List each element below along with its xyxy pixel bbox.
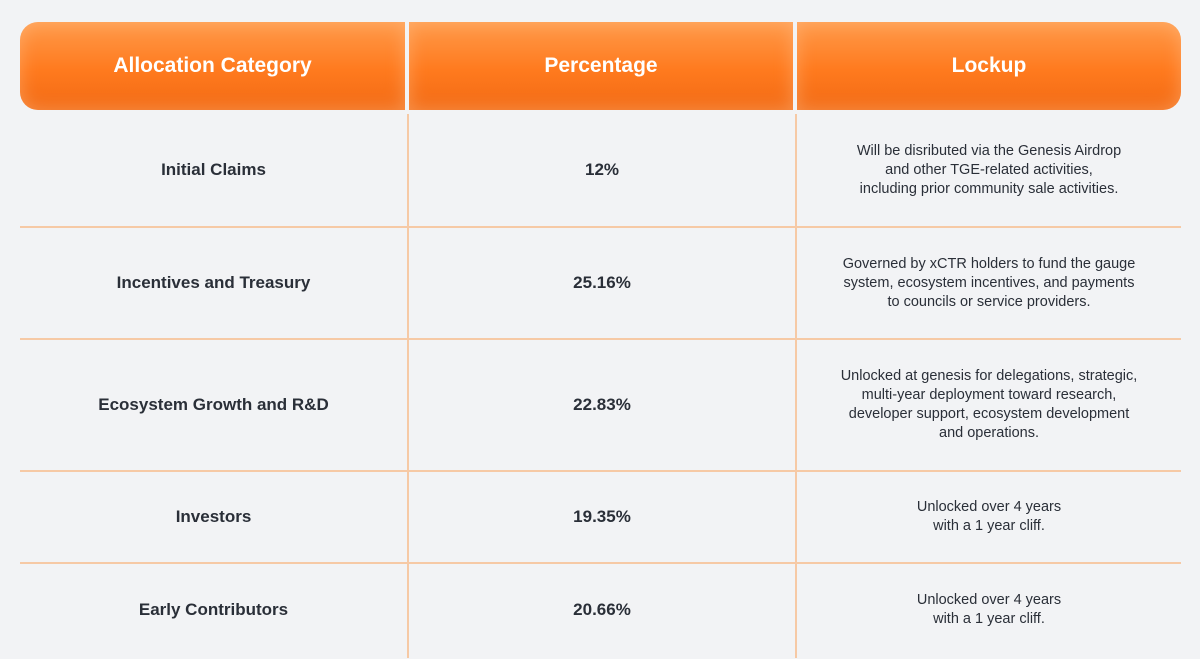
- lockup-cell: Unlocked over 4 years with a 1 year clif…: [797, 472, 1181, 562]
- row-divider: [20, 562, 1181, 564]
- lockup-text: Governed by xCTR holders to fund the gau…: [842, 255, 1136, 310]
- percentage-cell: 20.66%: [573, 600, 631, 619]
- row-divider: [20, 226, 1181, 228]
- category-cell: Investors: [175, 507, 252, 526]
- table-row: Early Contributors 20.66% Unlocked over …: [20, 564, 1181, 656]
- header-lockup: Lockup: [797, 22, 1181, 110]
- allocation-table: Allocation Category Percentage Lockup In…: [20, 22, 1181, 658]
- percentage-cell: 25.16%: [573, 273, 631, 292]
- category-cell: Incentives and Treasury: [116, 273, 311, 292]
- category-cell: Ecosystem Growth and R&D: [98, 395, 329, 414]
- percentage-cell: 12%: [584, 160, 620, 179]
- category-cell: Initial Claims: [161, 160, 266, 179]
- header-allocation-category: Allocation Category: [20, 22, 405, 110]
- table-row: Investors 19.35% Unlocked over 4 years w…: [20, 472, 1181, 562]
- lockup-cell: Unlocked at genesis for delegations, str…: [797, 340, 1181, 470]
- lockup-cell: Unlocked over 4 years with a 1 year clif…: [797, 564, 1181, 656]
- percentage-cell: 19.35%: [573, 507, 631, 526]
- lockup-text: Unlocked over 4 years with a 1 year clif…: [916, 499, 1062, 534]
- lockup-cell: Will be disributed via the Genesis Airdr…: [797, 114, 1181, 226]
- row-divider: [20, 470, 1181, 472]
- lockup-text: Unlocked at genesis for delegations, str…: [840, 368, 1138, 441]
- lockup-cell: Governed by xCTR holders to fund the gau…: [797, 228, 1181, 338]
- category-cell: Early Contributors: [138, 600, 289, 619]
- lockup-text: Will be disributed via the Genesis Airdr…: [856, 142, 1122, 197]
- column-divider: [795, 114, 797, 658]
- lockup-text: Unlocked over 4 years with a 1 year clif…: [916, 592, 1062, 627]
- row-divider: [20, 338, 1181, 340]
- column-divider: [407, 114, 409, 658]
- table-header: Allocation Category Percentage Lockup: [20, 22, 1181, 110]
- table-row: Initial Claims 12% Will be disributed vi…: [20, 114, 1181, 226]
- percentage-cell: 22.83%: [573, 395, 631, 414]
- table-row: Ecosystem Growth and R&D 22.83% Unlocked…: [20, 340, 1181, 470]
- table-row: Incentives and Treasury 25.16% Governed …: [20, 228, 1181, 338]
- header-percentage: Percentage: [409, 22, 793, 110]
